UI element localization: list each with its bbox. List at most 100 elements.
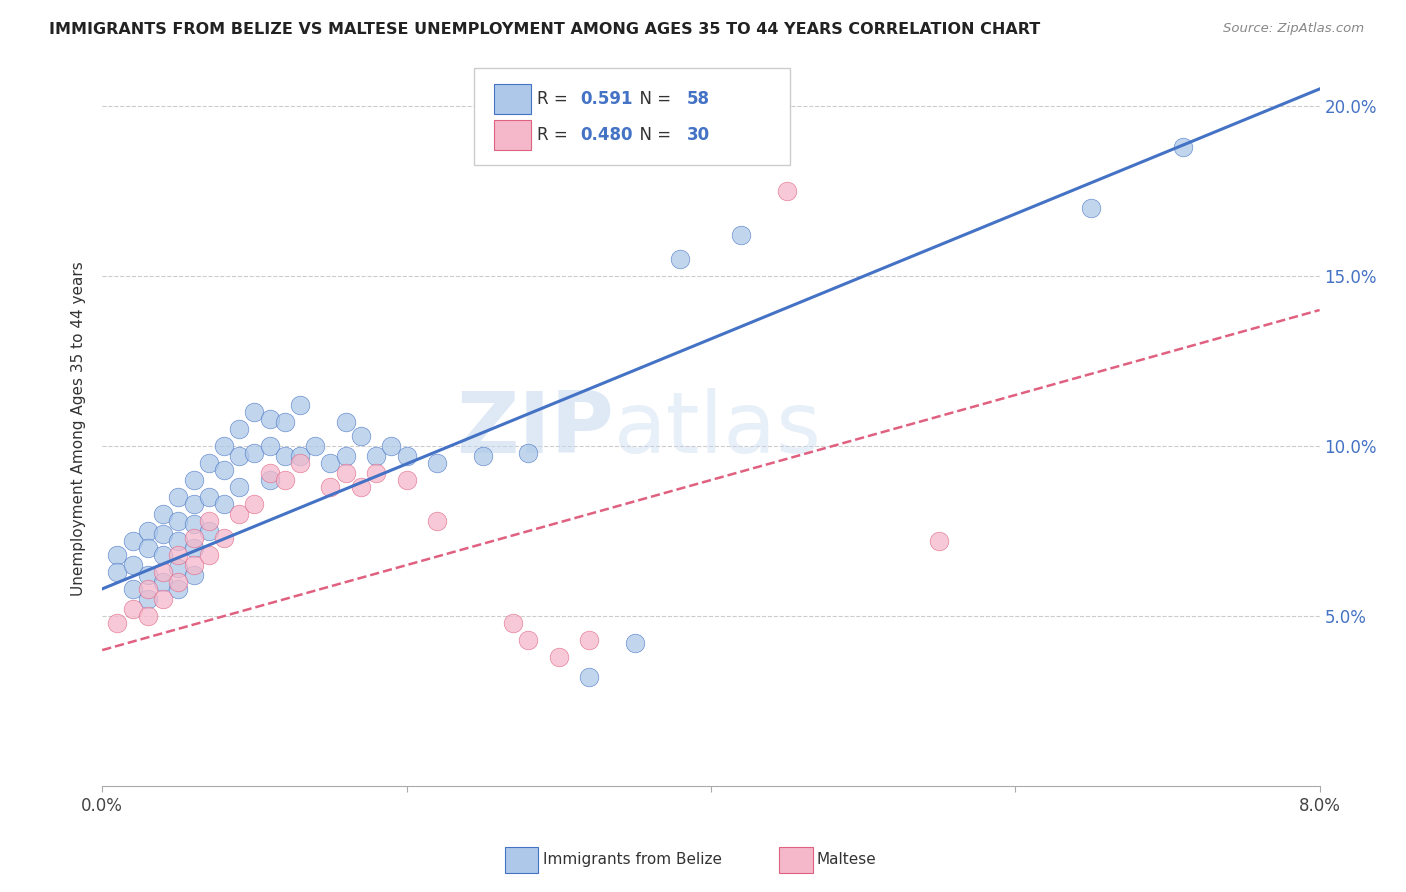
Point [259,412,281,426]
Point [197,456,219,470]
Point [152,592,174,607]
Point [212,463,235,477]
Point [152,548,174,562]
Point [183,568,205,582]
FancyBboxPatch shape [494,84,530,114]
Point [259,467,281,481]
Point [274,449,297,463]
Point [152,527,174,541]
Y-axis label: Unemployment Among Ages 35 to 44 years: Unemployment Among Ages 35 to 44 years [72,261,86,597]
Point [350,429,373,443]
Point [1171,140,1194,154]
Point [212,439,235,453]
Point [259,473,281,487]
Point [183,497,205,511]
Point [121,558,143,573]
Point [183,473,205,487]
Point [547,649,569,664]
Text: 58: 58 [686,90,710,108]
Point [183,531,205,545]
Text: N =: N = [630,126,676,144]
Point [228,507,250,521]
Point [152,575,174,590]
Point [366,467,388,481]
Text: IMMIGRANTS FROM BELIZE VS MALTESE UNEMPLOYMENT AMONG AGES 35 TO 44 YEARS CORRELA: IMMIGRANTS FROM BELIZE VS MALTESE UNEMPL… [49,22,1040,37]
Point [136,582,159,596]
Text: ZIP: ZIP [456,387,613,471]
Text: R =: R = [537,90,572,108]
Point [167,514,190,528]
Point [471,449,494,463]
Point [335,415,357,429]
Point [228,422,250,436]
Point [578,670,600,684]
Point [167,548,190,562]
Point [517,446,540,460]
Point [502,615,524,630]
Point [212,497,235,511]
Point [107,615,129,630]
Point [274,415,297,429]
Point [426,456,449,470]
Point [167,582,190,596]
Point [136,568,159,582]
Point [426,514,449,528]
FancyBboxPatch shape [474,69,790,165]
Point [121,534,143,549]
Point [624,636,647,650]
Point [228,449,250,463]
Text: 0.591: 0.591 [581,90,633,108]
Point [288,398,311,412]
Point [107,548,129,562]
Point [259,439,281,453]
Point [197,548,219,562]
Point [197,524,219,538]
Point [288,456,311,470]
Point [197,514,219,528]
Text: R =: R = [537,126,572,144]
Point [243,405,266,419]
Text: N =: N = [630,90,676,108]
Point [319,456,342,470]
Point [167,575,190,590]
Point [395,473,418,487]
Point [183,541,205,555]
Point [288,449,311,463]
Point [1080,201,1102,215]
Point [304,439,326,453]
Point [243,497,266,511]
Point [395,449,418,463]
Point [167,534,190,549]
Text: atlas: atlas [613,387,821,471]
Point [319,480,342,494]
Point [136,592,159,607]
Point [335,467,357,481]
Point [730,228,752,243]
Point [517,632,540,647]
Point [183,558,205,573]
Point [167,490,190,504]
Point [243,446,266,460]
Point [107,565,129,579]
Point [366,449,388,463]
Point [212,531,235,545]
Point [197,490,219,504]
Point [183,517,205,532]
Point [274,473,297,487]
Text: 0.480: 0.480 [581,126,633,144]
Point [669,252,692,266]
Text: Immigrants from Belize: Immigrants from Belize [543,853,721,867]
Point [152,565,174,579]
Point [380,439,402,453]
Point [136,541,159,555]
Point [228,480,250,494]
Point [578,632,600,647]
Point [167,561,190,575]
Point [121,582,143,596]
Point [776,184,799,198]
Text: Maltese: Maltese [817,853,876,867]
Text: Source: ZipAtlas.com: Source: ZipAtlas.com [1223,22,1364,36]
FancyBboxPatch shape [494,120,530,150]
Point [121,602,143,616]
Text: 30: 30 [686,126,710,144]
